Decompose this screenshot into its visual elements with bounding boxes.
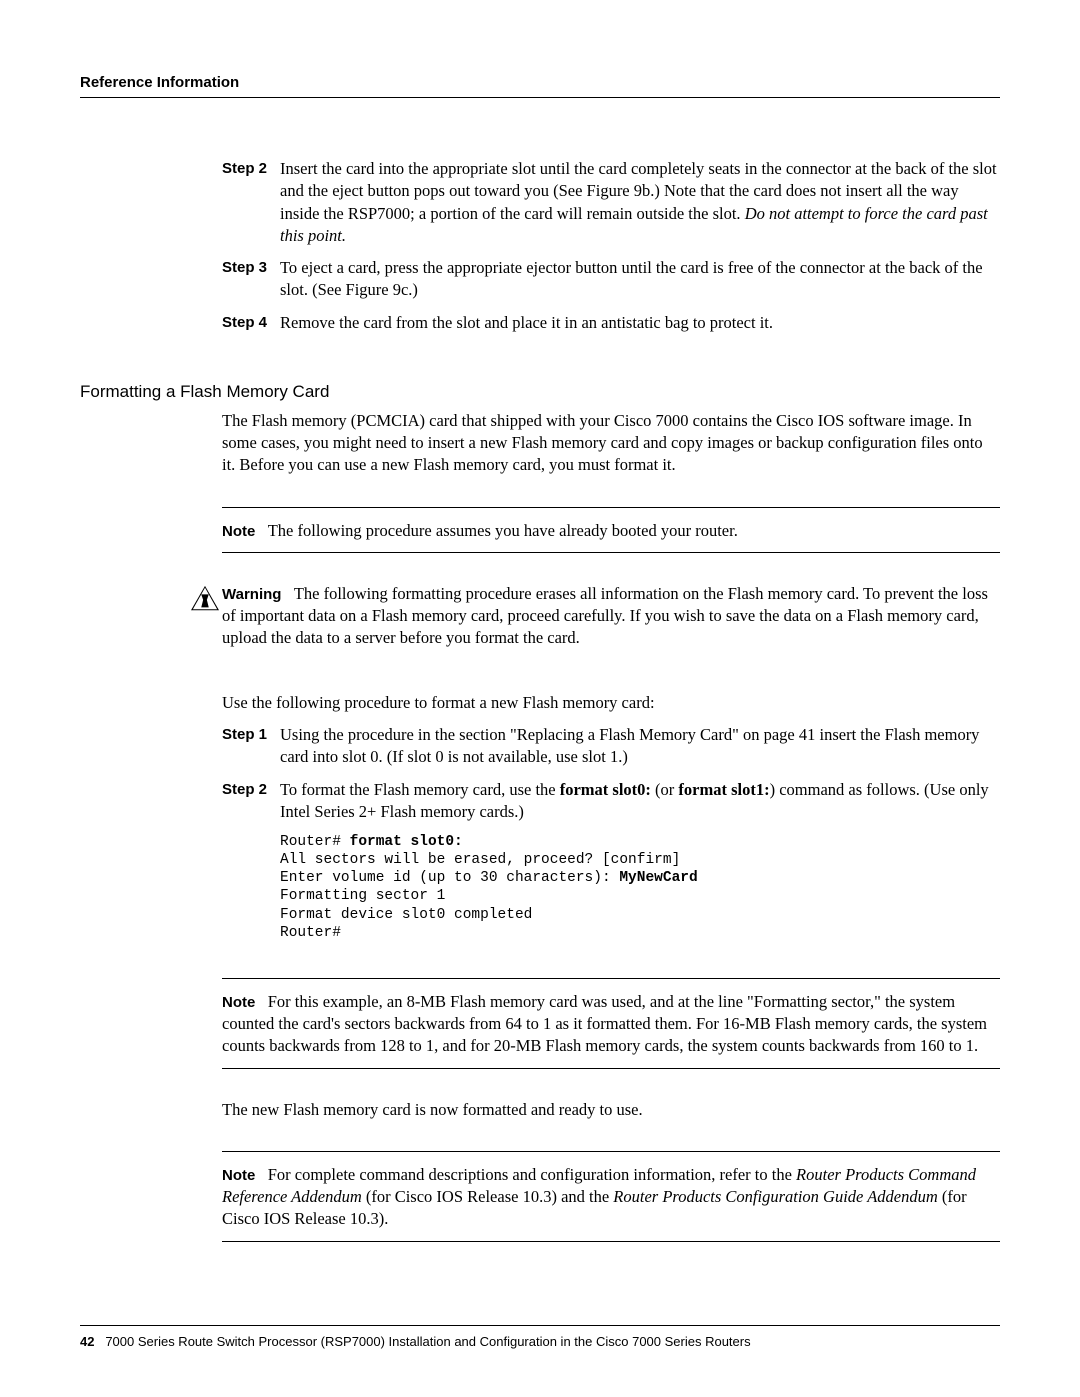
note-label: Note bbox=[222, 1167, 255, 1184]
procedure-block: Use the following procedure to format a … bbox=[222, 692, 1000, 1242]
warning-text: Warning The following formatting procedu… bbox=[222, 583, 1000, 650]
procedure-intro: Use the following procedure to format a … bbox=[222, 692, 1000, 714]
steps-top-block: Step 2 Insert the card into the appropri… bbox=[222, 158, 1000, 334]
warning-row: Warning The following formatting procedu… bbox=[80, 583, 1000, 650]
warning-body: The following formatting procedure erase… bbox=[222, 584, 988, 648]
footer-title: 7000 Series Route Switch Processor (RSP7… bbox=[105, 1334, 750, 1349]
step-body: Using the procedure in the section "Repl… bbox=[280, 724, 1000, 769]
step-label: Step 1 bbox=[222, 724, 280, 769]
step-row: Step 4 Remove the card from the slot and… bbox=[222, 312, 1000, 334]
note-text: For this example, an 8-MB Flash memory c… bbox=[222, 992, 987, 1056]
after-note-para: The new Flash memory card is now formatt… bbox=[222, 1099, 1000, 1121]
page-number: 42 bbox=[80, 1334, 94, 1349]
note-box: Note The following procedure assumes you… bbox=[222, 507, 1000, 553]
note-text: The following procedure assumes you have… bbox=[268, 521, 738, 540]
page-footer: 42 7000 Series Route Switch Processor (R… bbox=[80, 1325, 1000, 1349]
section-heading: Formatting a Flash Memory Card bbox=[80, 382, 1000, 402]
step-body: To eject a card, press the appropriate e… bbox=[280, 257, 1000, 302]
step-label: Step 2 bbox=[222, 779, 280, 942]
note-label: Note bbox=[222, 523, 255, 540]
warning-icon-wrap bbox=[80, 583, 222, 613]
step-body: To format the Flash memory card, use the… bbox=[280, 779, 1000, 942]
page-header: Reference Information bbox=[80, 74, 1000, 98]
note-box: Note For complete command descriptions a… bbox=[222, 1151, 1000, 1242]
step-row: Step 2 Insert the card into the appropri… bbox=[222, 158, 1000, 247]
warning-triangle-icon bbox=[190, 585, 220, 613]
step-label: Step 2 bbox=[222, 158, 280, 247]
warning-label: Warning bbox=[222, 586, 281, 603]
step-body: Remove the card from the slot and place … bbox=[280, 312, 1000, 334]
note-box: Note For this example, an 8-MB Flash mem… bbox=[222, 978, 1000, 1069]
header-title: Reference Information bbox=[80, 74, 239, 91]
section-intro: The Flash memory (PCMCIA) card that ship… bbox=[222, 410, 1000, 477]
step-row: Step 1 Using the procedure in the sectio… bbox=[222, 724, 1000, 769]
section-body: The Flash memory (PCMCIA) card that ship… bbox=[222, 410, 1000, 553]
step-body: Insert the card into the appropriate slo… bbox=[280, 158, 1000, 247]
step-row: Step 2 To format the Flash memory card, … bbox=[222, 779, 1000, 942]
step-label: Step 3 bbox=[222, 257, 280, 302]
code-block: Router# format slot0: All sectors will b… bbox=[280, 833, 1000, 942]
step-row: Step 3 To eject a card, press the approp… bbox=[222, 257, 1000, 302]
note-label: Note bbox=[222, 994, 255, 1011]
step-label: Step 4 bbox=[222, 312, 280, 334]
